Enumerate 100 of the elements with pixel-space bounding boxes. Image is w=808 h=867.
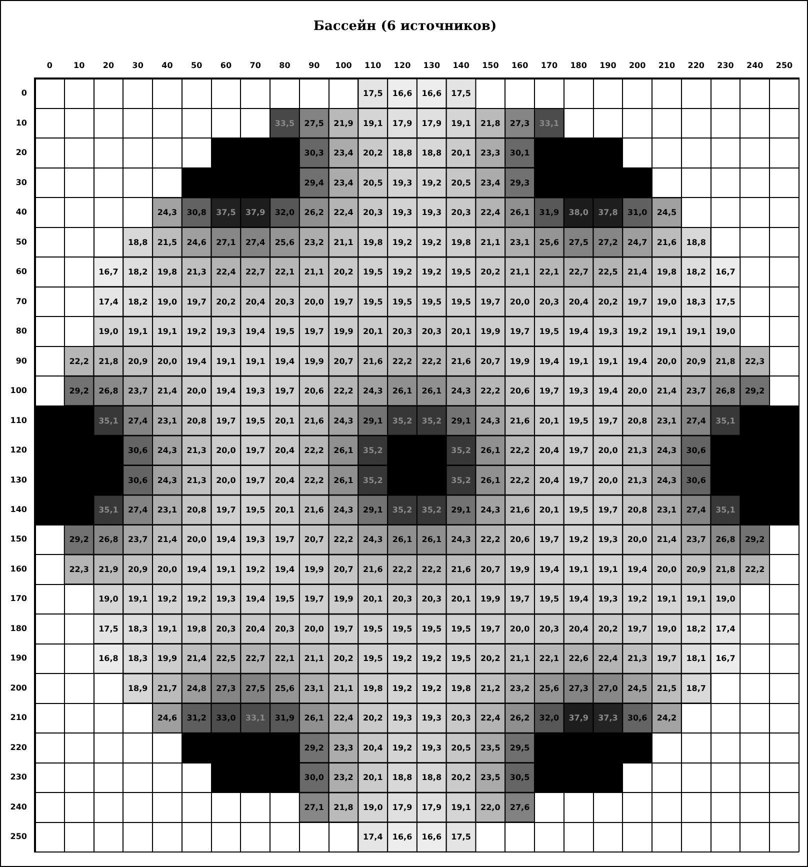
data-label: 19,9	[334, 327, 354, 336]
data-label: 19,5	[245, 416, 266, 426]
data-label: 21,2	[480, 684, 500, 693]
data-label: 23,7	[686, 386, 706, 396]
data-label: 21,8	[334, 802, 354, 812]
data-label: 26,2	[304, 208, 324, 218]
data-label: 19,7	[510, 327, 530, 336]
data-label: 18,9	[128, 684, 148, 693]
data-label: 23,2	[334, 773, 354, 782]
data-label: 19,4	[216, 535, 236, 544]
data-label: 19,4	[568, 594, 589, 604]
data-label: 19,2	[392, 684, 412, 693]
y-tick-label: 180	[10, 624, 28, 633]
data-label: 19,5	[363, 297, 384, 306]
data-label: 20,0	[510, 624, 530, 634]
data-label: 24,7	[627, 238, 648, 247]
data-label: 19,9	[157, 654, 178, 664]
data-label: 21,6	[510, 416, 530, 426]
data-label: 19,1	[128, 594, 148, 604]
data-label: 19,7	[598, 505, 618, 514]
data-label: 21,1	[510, 268, 530, 277]
data-label: 19,3	[216, 327, 236, 336]
data-label: 20,0	[304, 297, 324, 306]
data-label: 21,4	[186, 654, 207, 664]
data-label: 18,8	[128, 238, 148, 247]
data-label: 20,2	[598, 297, 618, 306]
data-label: 19,5	[274, 594, 296, 604]
x-tick-label: 240	[746, 60, 764, 70]
data-label: 24,8	[186, 684, 207, 693]
data-label: 35,1	[98, 416, 119, 426]
data-label: 19,1	[128, 327, 148, 336]
data-label: 19,0	[656, 297, 678, 306]
data-label: 35,1	[98, 505, 119, 514]
data-label: 20,2	[334, 654, 354, 664]
data-label: 20,3	[274, 624, 295, 634]
data-label: 18,8	[392, 148, 413, 158]
data-label: 20,1	[363, 327, 384, 336]
data-label: 19,3	[598, 327, 618, 336]
data-label: 19,2	[422, 238, 442, 247]
data-label: 19,5	[422, 624, 442, 634]
data-label: 27,4	[686, 505, 706, 514]
data-label: 19,4	[568, 327, 589, 336]
data-label: 23,1	[656, 416, 678, 426]
data-label: 27,1	[304, 802, 324, 812]
data-label: 17,9	[392, 802, 413, 812]
data-label: 24,3	[157, 208, 178, 218]
data-label: 33,1	[539, 118, 560, 128]
data-label: 19,9	[334, 594, 354, 604]
data-label: 23,1	[656, 505, 678, 514]
data-label: 26,1	[510, 208, 530, 218]
data-label: 20,2	[334, 268, 354, 277]
data-label: 20,0	[510, 297, 530, 306]
data-label: 26,1	[304, 714, 324, 723]
data-label: 29,5	[510, 743, 530, 752]
data-label: 20,5	[451, 743, 472, 752]
data-label: 20,2	[216, 297, 236, 306]
data-label: 17,5	[98, 624, 119, 634]
data-label: 24,5	[627, 684, 648, 693]
data-label: 19,3	[598, 594, 618, 604]
data-label: 21,1	[334, 684, 354, 693]
data-label: 23,7	[686, 535, 706, 544]
data-label: 17,5	[451, 832, 472, 842]
data-label: 19,3	[598, 535, 618, 544]
data-label: 26,1	[392, 535, 413, 544]
data-label: 21,1	[304, 654, 324, 664]
y-tick-label: 80	[16, 326, 28, 336]
data-label: 19,2	[186, 327, 206, 336]
data-label: 20,4	[274, 446, 296, 456]
data-label: 26,1	[334, 476, 354, 485]
data-label: 19,4	[539, 356, 560, 366]
data-label: 20,3	[539, 297, 560, 306]
data-label: 23,4	[480, 178, 501, 188]
data-label: 19,7	[627, 297, 648, 306]
data-label: 19,1	[656, 327, 678, 336]
data-label: 20,7	[480, 564, 500, 574]
data-label: 22,4	[216, 268, 236, 277]
data-label: 17,9	[422, 118, 442, 128]
data-label: 19,7	[598, 416, 618, 426]
data-label: 19,1	[451, 118, 472, 128]
data-label: 21,1	[480, 238, 501, 247]
data-label: 19,7	[627, 624, 648, 634]
data-label: 20,8	[627, 416, 648, 426]
y-tick-label: 20	[16, 148, 28, 158]
data-label: 20,0	[186, 386, 207, 396]
data-label: 22,2	[422, 356, 442, 366]
data-label: 21,6	[304, 505, 324, 514]
data-label: 19,9	[304, 356, 324, 366]
data-label: 19,1	[216, 564, 236, 574]
data-label: 22,7	[568, 268, 588, 277]
data-label: 22,5	[598, 268, 618, 277]
data-label: 16,6	[422, 832, 442, 842]
data-label: 20,9	[686, 356, 706, 366]
data-label: 19,3	[422, 743, 442, 752]
data-label: 19,3	[245, 535, 266, 544]
data-label: 24,3	[157, 446, 178, 456]
data-label: 19,7	[568, 476, 588, 485]
x-tick-label: 60	[220, 60, 232, 70]
x-tick-label: 170	[540, 60, 558, 70]
data-label: 24,3	[656, 446, 677, 456]
data-label: 24,3	[334, 505, 354, 514]
